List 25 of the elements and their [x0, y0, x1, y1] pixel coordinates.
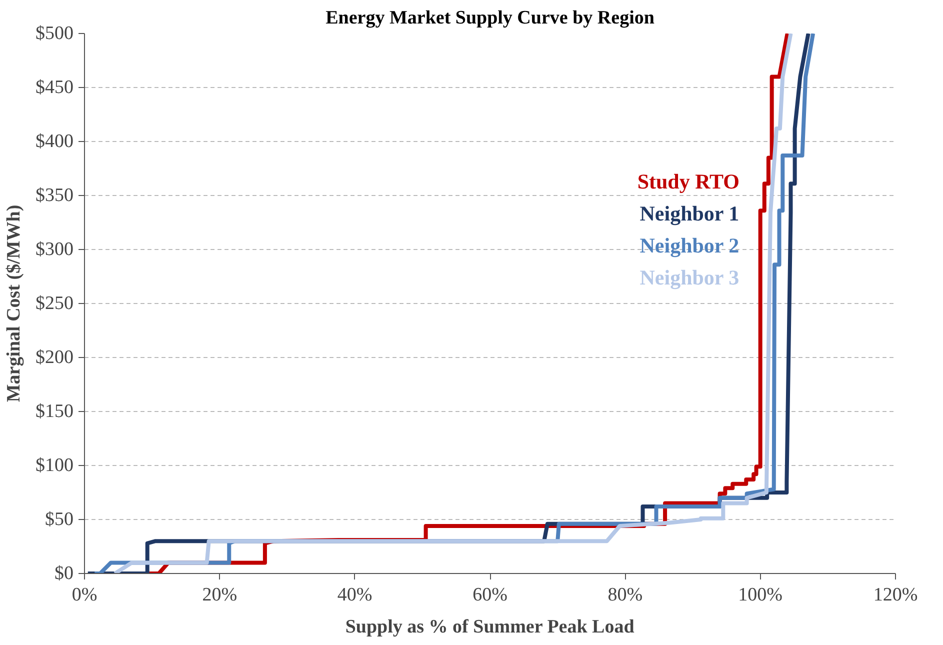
x-axis-title: Supply as % of Summer Peak Load [345, 616, 635, 638]
y-tick-label: $400 [36, 131, 74, 152]
y-tick-label: $350 [36, 185, 74, 206]
x-tick-label: 120% [873, 584, 918, 606]
x-tick-label: 100% [738, 584, 783, 606]
y-tick-label: $100 [36, 455, 74, 476]
y-tick-label: $450 [36, 77, 74, 98]
y-tick-label: $200 [36, 347, 74, 368]
y-tick-label: $0 [54, 563, 74, 584]
y-tick-label: $500 [36, 23, 74, 44]
x-tick-label: 0% [72, 584, 98, 606]
series-label: Study RTO [637, 170, 740, 194]
series-label: Neighbor 3 [640, 266, 740, 290]
x-tick-label: 60% [472, 584, 508, 606]
y-tick-label: $50 [45, 509, 74, 530]
y-tick-label: $150 [36, 401, 74, 422]
chart-title: Energy Market Supply Curve by Region [326, 8, 655, 28]
y-tick-label: $250 [36, 293, 74, 314]
text: Neighbor 1 [640, 202, 740, 226]
y-tick-label: $300 [36, 239, 74, 260]
x-tick-label: 40% [337, 584, 372, 606]
x-tick-label: 80% [608, 584, 643, 606]
series-label: Neighbor 2 [640, 234, 740, 258]
x-tick-label: 20% [202, 584, 238, 606]
y-axis-title: Marginal Cost ($/MWh) [4, 204, 24, 402]
